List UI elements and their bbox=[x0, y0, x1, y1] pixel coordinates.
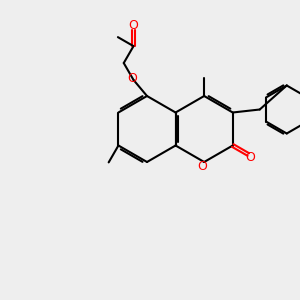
Text: O: O bbox=[245, 151, 255, 164]
Text: O: O bbox=[129, 19, 138, 32]
Text: O: O bbox=[198, 160, 208, 173]
Text: O: O bbox=[128, 72, 137, 85]
